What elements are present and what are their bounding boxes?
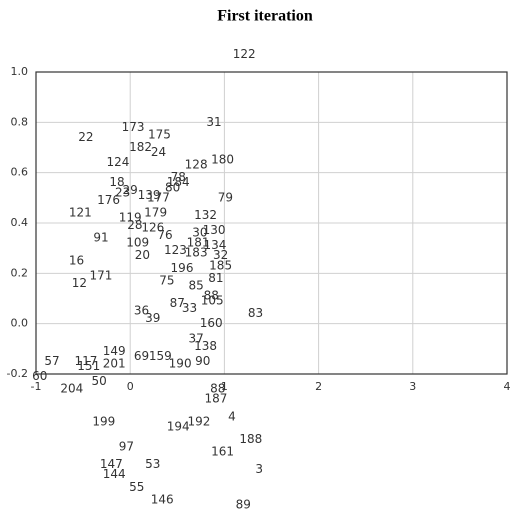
point-label: 57 (44, 354, 59, 368)
plot-frame (35, 71, 508, 375)
y-tick-label: 0.8 (11, 115, 29, 128)
y-tick-label: 1.0 (11, 65, 29, 78)
point-label: 179 (144, 205, 167, 219)
point-label: 119 (119, 210, 142, 224)
point-label: 188 (239, 432, 262, 446)
point-label: 53 (145, 457, 160, 471)
point-label: 180 (211, 153, 234, 167)
point-label: 160 (200, 316, 223, 330)
point-label: 83 (248, 306, 263, 320)
point-label: 78 (171, 170, 186, 184)
point-label: 201 (103, 356, 126, 370)
point-label: 161 (211, 445, 234, 459)
point-label: 121 (69, 205, 92, 219)
chart-title: First iteration (217, 8, 313, 25)
point-label: 190 (169, 356, 192, 370)
y-tick-label: -0.2 (7, 367, 28, 380)
point-label: 81 (208, 271, 223, 285)
point-label: 176 (97, 193, 120, 207)
point-label: 184 (167, 175, 190, 189)
point-label: 97 (119, 439, 134, 453)
point-label: 36 (134, 304, 149, 318)
point-label: 171 (90, 268, 113, 282)
point-label: 182 (129, 140, 152, 154)
point-label: 192 (188, 414, 211, 428)
point-label: 60 (32, 369, 47, 383)
point-label: 144 (103, 467, 126, 481)
point-label: 39 (145, 311, 160, 325)
point-label: 75 (159, 273, 174, 287)
point-label: 175 (148, 127, 171, 141)
point-label: 146 (151, 492, 174, 506)
x-tick-label: 4 (504, 380, 511, 393)
point-label: 37 (188, 331, 203, 345)
point-label: 117 (74, 354, 97, 368)
point-label: 88 (204, 288, 219, 302)
point-label: 89 (236, 497, 251, 511)
point-label: 130 (203, 223, 226, 237)
point-label: 28 (127, 218, 142, 232)
x-tick-label: 2 (315, 380, 322, 393)
point-label: 138 (194, 339, 217, 353)
point-label: 151 (77, 359, 100, 373)
x-tick-label: 0 (127, 380, 134, 393)
point-label: 85 (188, 278, 203, 292)
point-label: 122 (233, 47, 256, 61)
point-label: 30 (192, 226, 207, 240)
x-tick-label: 3 (409, 380, 416, 393)
point-label: 109 (126, 236, 149, 250)
point-label: 177 (147, 190, 170, 204)
point-label: 32 (213, 248, 228, 262)
point-label: 87 (170, 296, 185, 310)
point-label: 105 (201, 294, 224, 308)
point-label: 199 (92, 414, 115, 428)
point-label: 187 (204, 392, 227, 406)
point-label: 139 (138, 188, 161, 202)
point-label: 181 (187, 236, 210, 250)
y-tick-label: 0.4 (11, 216, 29, 229)
point-label: 123 (164, 243, 187, 257)
point-label: 194 (167, 419, 190, 433)
point-label: 185 (209, 258, 232, 272)
y-tick-label: 0.2 (11, 266, 29, 279)
point-label: 76 (157, 228, 172, 242)
point-label: 24 (151, 145, 166, 159)
point-label: 31 (206, 115, 221, 129)
point-label: 29 (123, 183, 138, 197)
point-label: 124 (107, 155, 130, 169)
y-tick-label: 0.6 (11, 166, 29, 179)
point-label: 55 (129, 480, 144, 494)
point-label: 20 (135, 248, 150, 262)
point-label: 196 (171, 261, 194, 275)
x-tick-label: -1 (31, 380, 42, 393)
point-label: 126 (141, 221, 164, 235)
point-label: 173 (122, 120, 145, 134)
point-label: 16 (69, 253, 84, 267)
point-label: 50 (91, 374, 106, 388)
point-label: 18 (109, 175, 124, 189)
point-label: 90 (195, 354, 210, 368)
point-label: 79 (218, 190, 233, 204)
point-label: 183 (185, 246, 208, 260)
point-label: 4 (228, 409, 236, 423)
y-tick-label: 0.0 (11, 317, 29, 330)
point-label: 132 (194, 208, 217, 222)
point-label: 33 (182, 301, 197, 315)
point-label: 22 (78, 130, 93, 144)
point-label: 80 (165, 180, 180, 194)
point-label: 23 (115, 185, 130, 199)
point-label: 159 (149, 349, 172, 363)
point-label: 134 (204, 238, 227, 252)
point-label: 12 (72, 276, 87, 290)
point-label: 149 (103, 344, 126, 358)
point-label: 88 (210, 382, 225, 396)
x-tick-label: 1 (221, 380, 228, 393)
point-label: 69 (134, 349, 149, 363)
point-label: 204 (60, 382, 83, 396)
point-label: 3 (255, 462, 263, 476)
point-label: 91 (93, 231, 108, 245)
point-label: 147 (100, 457, 123, 471)
point-label: 128 (185, 158, 208, 172)
